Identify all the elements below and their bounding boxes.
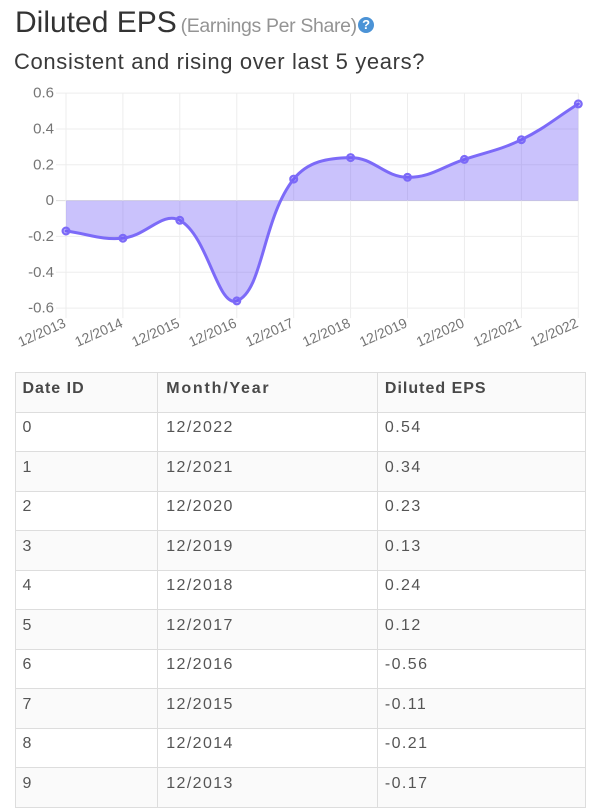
svg-text:12/2021: 12/2021 — [471, 314, 524, 349]
svg-text:-0.4: -0.4 — [28, 264, 54, 281]
svg-text:0.2: 0.2 — [33, 156, 54, 173]
svg-text:0.6: 0.6 — [33, 85, 54, 102]
svg-text:-0.6: -0.6 — [28, 300, 54, 317]
svg-text:-0.2: -0.2 — [28, 228, 54, 245]
svg-text:12/2014: 12/2014 — [72, 314, 125, 349]
svg-text:12/2018: 12/2018 — [300, 314, 353, 349]
svg-text:0.4: 0.4 — [33, 121, 54, 138]
svg-text:12/2017: 12/2017 — [243, 314, 296, 349]
svg-text:12/2019: 12/2019 — [357, 314, 410, 349]
svg-text:12/2016: 12/2016 — [186, 314, 239, 349]
svg-text:12/2020: 12/2020 — [414, 314, 467, 349]
svg-text:12/2022: 12/2022 — [528, 314, 581, 349]
svg-text:0: 0 — [46, 192, 54, 209]
svg-text:12/2013: 12/2013 — [15, 314, 68, 349]
svg-text:12/2015: 12/2015 — [129, 314, 182, 349]
